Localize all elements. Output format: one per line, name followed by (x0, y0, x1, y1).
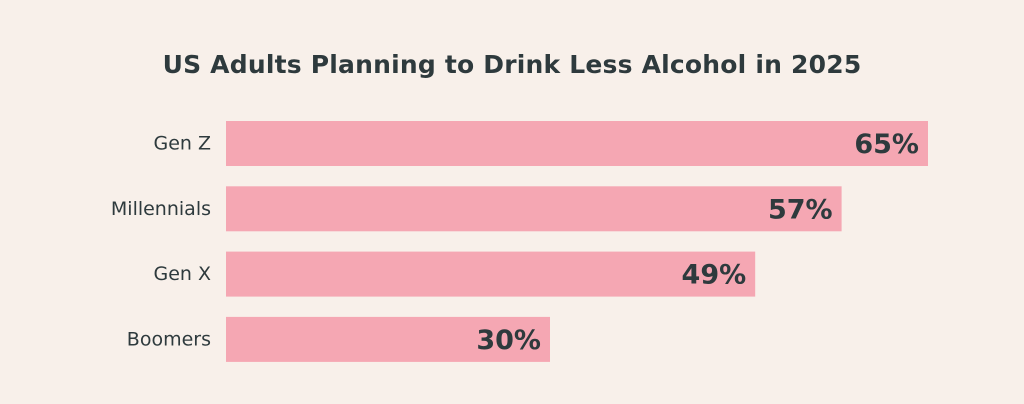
bar-gen-x (226, 251, 756, 297)
category-label-gen-z: Gen Z (153, 133, 211, 155)
category-label-gen-x: Gen X (153, 263, 211, 285)
category-label-millennials: Millennials (111, 198, 211, 220)
value-label-gen-z: 65% (854, 129, 919, 160)
chart-title: US Adults Planning to Drink Less Alcohol… (162, 50, 862, 79)
category-label-boomers: Boomers (127, 328, 211, 350)
value-label-gen-x: 49% (682, 260, 747, 291)
value-label-millennials: 57% (768, 194, 833, 225)
value-label-boomers: 30% (476, 325, 541, 356)
bar-gen-z (226, 121, 928, 166)
bar-millennials (226, 186, 842, 232)
bar-boomers (226, 316, 550, 362)
